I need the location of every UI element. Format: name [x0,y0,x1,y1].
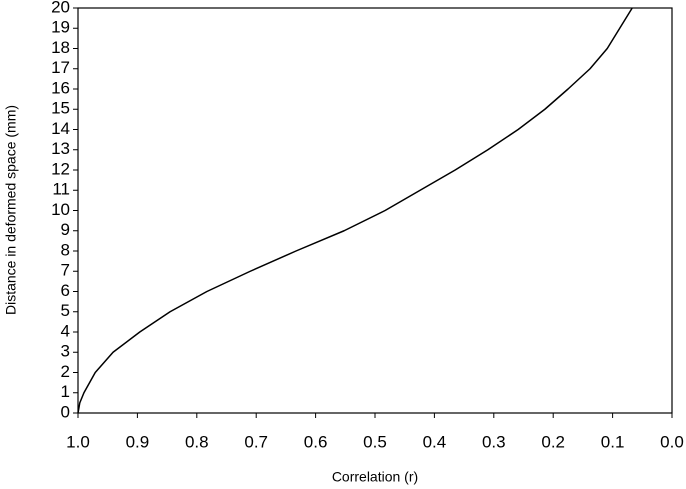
x-tick-label: 0.8 [185,432,209,451]
y-tick-label: 4 [61,321,70,340]
y-tick-label: 19 [51,18,70,37]
x-tick-label: 0.6 [304,432,328,451]
y-tick-label: 2 [61,362,70,381]
y-axis-title: Distance in deformed space (mm) [3,105,19,315]
x-tick-label: 1.0 [66,432,90,451]
y-tick-label: 10 [51,200,70,219]
x-tick-label: 0.0 [660,432,684,451]
y-tick-label: 1 [61,382,70,401]
y-tick-label: 0 [61,402,70,421]
y-tick-label: 14 [51,119,70,138]
y-tick-label: 7 [61,261,70,280]
x-tick-label: 0.3 [482,432,506,451]
y-tick-label: 5 [61,301,70,320]
y-tick-label: 9 [61,220,70,239]
x-tick-label: 0.2 [541,432,565,451]
y-tick-label: 12 [51,159,70,178]
x-tick-label: 0.1 [601,432,625,451]
y-tick-label: 20 [51,0,70,16]
y-tick-label: 15 [51,99,70,118]
y-tick-label: 17 [51,58,70,77]
y-tick-label: 16 [51,78,70,97]
y-tick-label: 11 [52,180,70,199]
x-axis-title: Correlation (r) [332,469,418,485]
y-tick-label: 6 [61,281,70,300]
x-tick-label: 0.7 [244,432,268,451]
x-tick-label: 0.4 [423,432,447,451]
y-tick-label: 8 [61,240,70,259]
y-tick-label: 18 [51,38,70,57]
y-tick-label: 13 [51,139,70,158]
line [77,7,633,414]
x-tick-label: 0.9 [126,432,150,451]
y-tick-label: 3 [61,342,70,361]
x-tick-label: 0.5 [363,432,387,451]
plot-frame [77,7,673,414]
